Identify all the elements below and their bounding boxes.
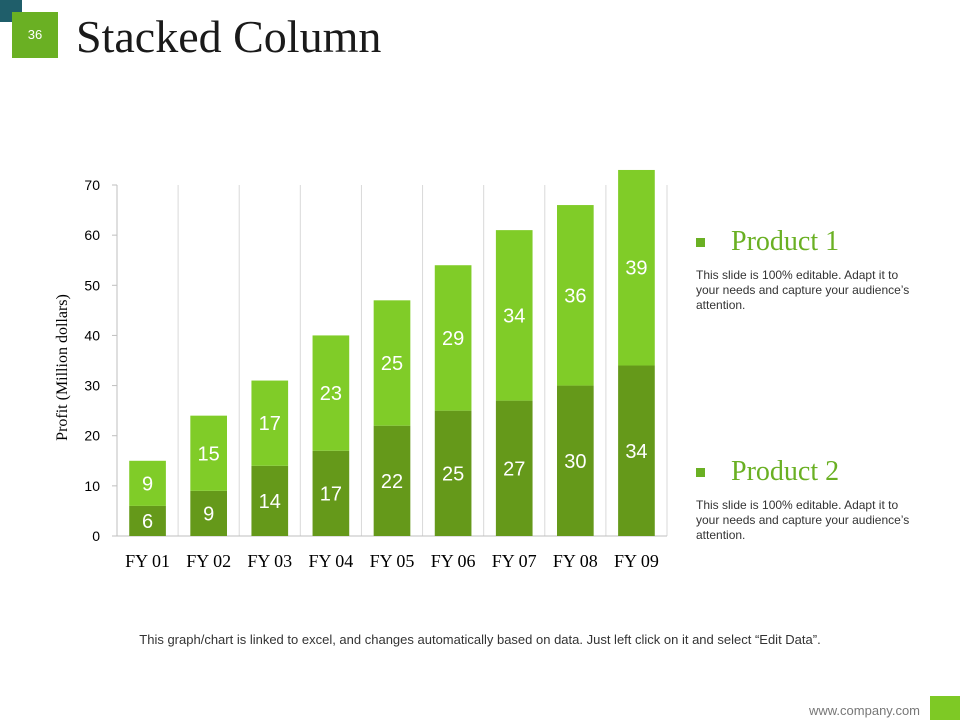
- data-label-product-1: 25: [381, 353, 403, 375]
- chart-footnote: This graph/chart is linked to excel, and…: [139, 632, 821, 647]
- data-label-product-2: 22: [381, 471, 403, 493]
- bar-product-2: [312, 450, 350, 536]
- data-label-product-1: 9: [142, 473, 153, 495]
- legend-description-product-1: This slide is 100% editable. Adapt it to…: [696, 268, 910, 312]
- bar-product-2: [251, 465, 289, 536]
- bar-product-2: [190, 490, 227, 536]
- page-title: Stacked Column: [76, 11, 382, 62]
- data-label-product-1: 23: [320, 383, 342, 405]
- page-number-badge: 36: [12, 12, 58, 58]
- x-tick-label: FY 07: [492, 551, 537, 571]
- y-axis-label: Profit (Million dollars): [54, 294, 71, 441]
- data-label-product-2: 30: [564, 451, 586, 473]
- bar-product-1: [434, 265, 472, 411]
- data-label-product-1: 34: [503, 305, 525, 327]
- data-label-product-2: 34: [625, 441, 647, 463]
- x-tick-label: FY 01: [125, 551, 170, 571]
- y-tick-label: 0: [92, 528, 100, 544]
- bar-product-1: [373, 300, 411, 426]
- bar-product-2: [618, 365, 655, 536]
- data-label-product-1: 29: [442, 328, 464, 350]
- data-label-product-1: 39: [625, 258, 647, 280]
- x-tick-label: FY 03: [247, 551, 292, 571]
- x-tick-label: FY 02: [186, 551, 231, 571]
- y-tick-label: 30: [84, 378, 100, 394]
- y-tick-label: 20: [84, 428, 100, 444]
- bar-product-2: [495, 400, 533, 536]
- data-label-product-1: 17: [259, 413, 281, 435]
- data-label-product-2: 27: [503, 458, 525, 480]
- legend-title-product-1: Product 1: [696, 226, 926, 258]
- legend-title-product-2: Product 2: [696, 456, 926, 488]
- corner-accent-bottom: [930, 696, 960, 720]
- bar-product-2: [373, 425, 411, 536]
- bar-product-2: [129, 505, 166, 536]
- y-tick-label: 10: [84, 478, 100, 494]
- x-tick-label: FY 06: [431, 551, 476, 571]
- bar-product-1: [495, 230, 533, 401]
- bar-product-1: [129, 460, 166, 506]
- x-tick-label: FY 08: [553, 551, 598, 571]
- stacked-column-chart: 0 10 20 30 40 50 60 70 Profit (Million dollars) 6…: [54, 169, 668, 571]
- bar-product-1: [618, 169, 655, 366]
- legend-label-product-2: Product 2: [731, 456, 840, 487]
- data-label-product-2: 14: [259, 491, 281, 513]
- bar-product-1: [312, 335, 350, 451]
- data-label-product-1: 36: [564, 285, 586, 307]
- y-tick-label: 70: [84, 177, 100, 193]
- bar-product-2: [434, 410, 472, 536]
- x-tick-label: FY 05: [370, 551, 415, 571]
- data-label-product-2: 6: [142, 511, 153, 533]
- data-label-product-2: 17: [320, 483, 342, 505]
- y-tick-label: 50: [84, 277, 100, 293]
- legend-description-product-2: This slide is 100% editable. Adapt it to…: [696, 498, 910, 542]
- bar-product-2: [557, 385, 594, 536]
- legend-bullet-icon: [696, 237, 705, 247]
- data-label-product-1: 15: [198, 443, 220, 465]
- legend-item-product-1: Product 1 This slide is 100% editable. A…: [696, 226, 926, 313]
- bar-product-1: [557, 205, 594, 386]
- bar-product-1: [251, 380, 289, 466]
- legend-item-product-2: Product 2 This slide is 100% editable. A…: [696, 456, 926, 543]
- data-label-product-2: 25: [442, 463, 464, 485]
- y-tick-label: 60: [84, 227, 100, 243]
- data-label-product-2: 9: [203, 503, 214, 525]
- x-tick-label: FY 09: [614, 551, 659, 571]
- legend-bullet-icon: [696, 467, 705, 477]
- x-tick-label: FY 04: [308, 551, 353, 571]
- y-tick-label: 40: [84, 327, 100, 343]
- page-number: 36: [27, 27, 43, 42]
- footer-url: www.company.com: [808, 703, 920, 718]
- bar-product-1: [190, 415, 227, 491]
- legend-label-product-1: Product 1: [731, 226, 840, 257]
